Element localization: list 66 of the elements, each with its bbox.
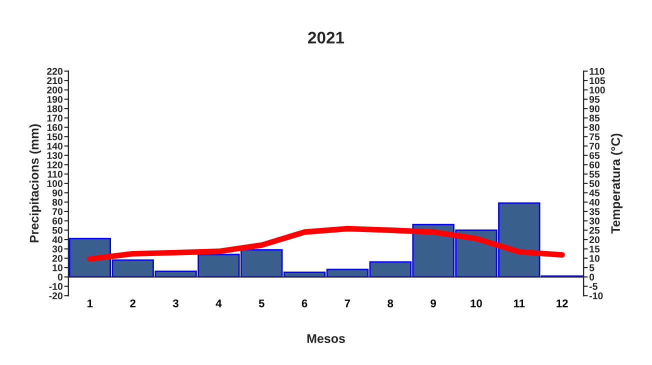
y-tick-label: 200 [47, 86, 63, 94]
x-tick-label: 2 [130, 299, 136, 308]
x-tick-label: 3 [172, 299, 178, 308]
y2-tick-label: 15 [590, 246, 600, 253]
y-tick-label: 210 [47, 77, 63, 84]
y2-tick-label: 40 [589, 198, 600, 206]
y2-tick-label: 50 [589, 180, 600, 188]
y2-tick-label: 20 [589, 236, 600, 244]
x-tick-label: 5 [258, 300, 264, 308]
y-tick-label: 40 [52, 236, 63, 244]
y-tick-label: 100 [47, 180, 63, 188]
y2-tick-label: 60 [589, 161, 600, 168]
x-tick-label: 4 [216, 300, 222, 308]
y-tick-label: 20 [52, 254, 63, 262]
y-tick-label: 150 [47, 133, 63, 140]
y-tick-label: 60 [52, 218, 63, 224]
y2-tick-label: 70 [590, 142, 600, 150]
y2-tick-label: 45 [589, 190, 600, 196]
y-tick-label: 10 [52, 264, 63, 272]
y2-tick-label: 25 [589, 226, 600, 234]
y2-tick-label: 100 [590, 86, 605, 94]
x-tick-label: 7 [344, 300, 350, 308]
x-tick-label: 1 [88, 300, 93, 308]
y2-tick-label: 90 [589, 105, 600, 112]
y-tick-label: 180 [47, 105, 63, 112]
y2-tick-label: -10 [589, 292, 603, 300]
y-tick-label: 30 [52, 246, 63, 253]
y-tick-label: 170 [47, 114, 63, 122]
x-tick-label: 6 [302, 299, 308, 308]
y-tick-label: 70 [52, 208, 63, 216]
y2-tick-label: 105 [590, 77, 606, 84]
y-tick-label: 190 [47, 96, 63, 103]
y2-axis-title: Temperatura (°C) [610, 134, 623, 234]
y-tick-label: 80 [52, 198, 63, 206]
y-tick-label: 120 [47, 161, 63, 168]
x-axis-title: Mesos [307, 334, 345, 343]
y2-tick-label: 35 [589, 208, 600, 216]
y2-tick-label: 65 [589, 152, 600, 159]
x-tick-label: 9 [430, 299, 436, 308]
y-tick-label: -10 [49, 283, 63, 290]
x-tick-label: 10 [470, 299, 482, 308]
y2-tick-label: 95 [589, 96, 600, 103]
y2-tick-label: 85 [589, 114, 600, 122]
y2-tick-label: 110 [590, 68, 604, 75]
y-axis-title: Precipitacions (mm) [29, 124, 42, 242]
y2-tick-label: 30 [589, 218, 600, 224]
y2-tick-label: 0 [589, 274, 594, 281]
y2-tick-label: -5 [589, 283, 598, 290]
y-tick-label: 0 [58, 274, 63, 281]
y-tick-label: 90 [52, 190, 63, 196]
y2-tick-label: 5 [589, 264, 594, 272]
y2-tick-label: 75 [590, 133, 600, 140]
y-tick-label: 50 [52, 226, 63, 234]
x-tick-label: 11 [514, 300, 525, 308]
chart-title: 2021 [308, 32, 344, 44]
y-tick-label: -20 [49, 292, 63, 300]
x-tick-label: 12 [556, 299, 568, 308]
y2-tick-label: 80 [589, 124, 600, 131]
y-tick-label: 110 [48, 170, 63, 178]
y2-tick-label: 10 [590, 254, 600, 262]
y2-tick-label: 55 [589, 170, 600, 178]
y-tick-label: 160 [47, 124, 63, 131]
y-tick-label: 220 [47, 68, 63, 75]
x-tick-label: 8 [388, 299, 394, 308]
y-tick-label: 140 [47, 142, 63, 150]
y-tick-label: 130 [47, 152, 63, 159]
